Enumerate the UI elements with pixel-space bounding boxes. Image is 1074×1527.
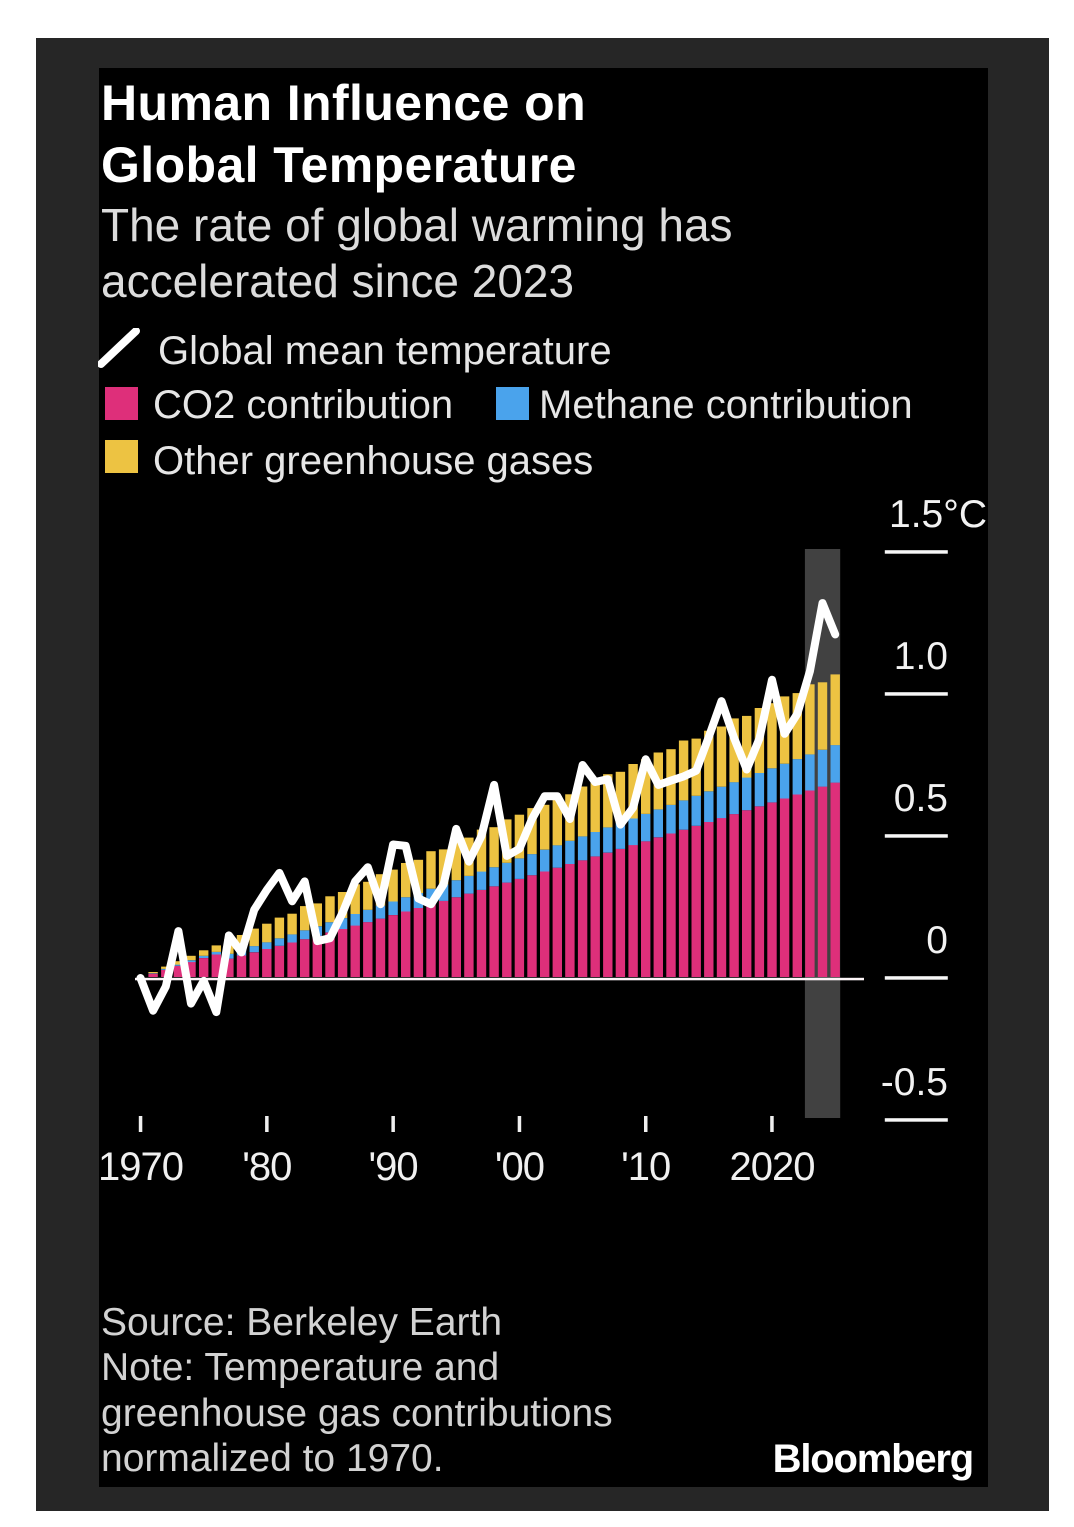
svg-text:-0.5: -0.5 <box>881 1061 948 1104</box>
svg-text:1.0: 1.0 <box>894 635 948 678</box>
svg-text:2020: 2020 <box>730 1145 815 1189</box>
svg-text:1970: 1970 <box>98 1145 183 1189</box>
svg-text:'90: '90 <box>369 1145 418 1189</box>
svg-text:0: 0 <box>926 919 948 962</box>
svg-text:'10: '10 <box>621 1145 670 1189</box>
svg-text:0.5: 0.5 <box>894 777 948 820</box>
svg-text:1.5°C: 1.5°C <box>889 493 987 536</box>
svg-text:'00: '00 <box>495 1145 544 1189</box>
svg-text:'80: '80 <box>242 1145 291 1189</box>
